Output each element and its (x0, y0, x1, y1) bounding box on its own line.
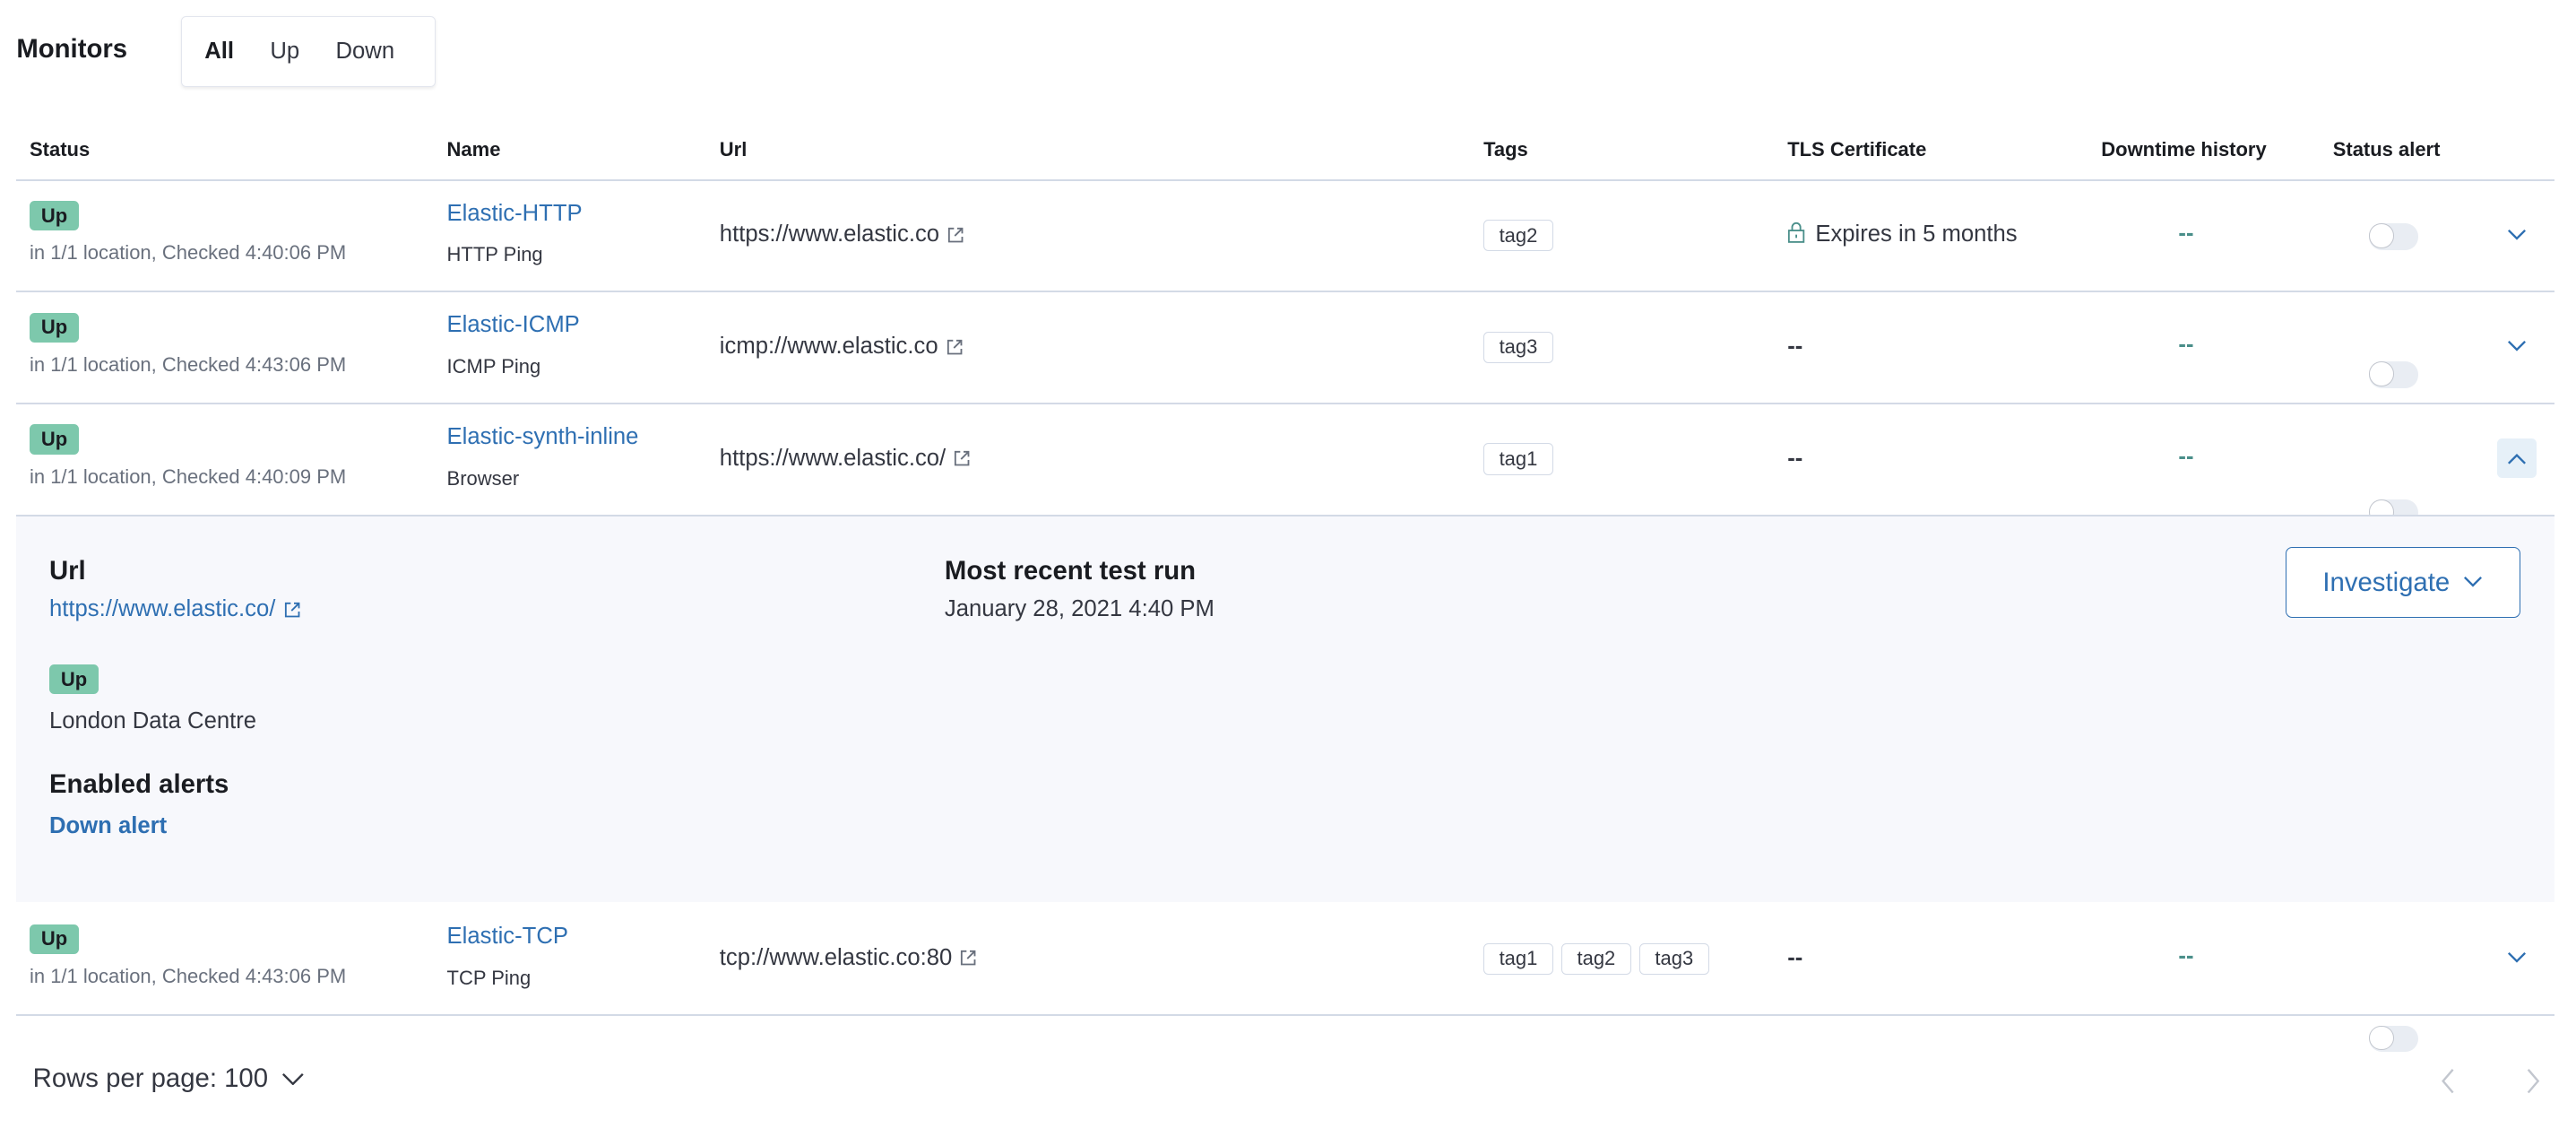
downtime-history: -- (2178, 443, 2194, 469)
monitor-url-link[interactable]: tcp://www.elastic.co:80 (720, 945, 977, 971)
tls-value: -- (1787, 334, 1803, 360)
status-location: in 1/1 location, Checked 4:43:06 PM (29, 353, 347, 377)
tag-badge[interactable]: tag2 (1483, 220, 1553, 252)
tls-value: -- (1787, 944, 1803, 970)
tag-badge[interactable]: tag2 (1561, 942, 1631, 975)
down-alert-link[interactable]: Down alert (48, 813, 168, 839)
status-location: in 1/1 location, Checked 4:43:06 PM (29, 964, 347, 987)
divider (16, 178, 2555, 181)
rows-per-page-label: Rows per page: 100 (32, 1063, 269, 1093)
expanded-url-text: https://www.elastic.co/ (48, 596, 276, 622)
tls-value: -- (1787, 445, 1803, 471)
tls-cell: -- (1787, 334, 1802, 360)
tag-badge[interactable]: tag1 (1483, 443, 1553, 475)
expand-row-button[interactable] (2497, 215, 2537, 255)
col-tls: TLS Certificate (1787, 137, 1927, 161)
chevron-down-icon (2507, 341, 2526, 352)
expanded-url-label: Url (48, 555, 86, 586)
monitor-name-link[interactable]: Elastic-HTTP (446, 200, 583, 226)
external-link-icon (961, 950, 976, 966)
filter-all[interactable]: All (204, 39, 235, 65)
downtime-history: -- (2178, 943, 2194, 969)
status-badge: Up (29, 201, 79, 231)
col-tags: Tags (1483, 137, 1528, 161)
col-downtime: Downtime history (2101, 137, 2267, 161)
tags-cell: tag1 (1483, 442, 1561, 475)
status-alert-toggle[interactable] (2369, 223, 2419, 250)
downtime-history: -- (2178, 220, 2194, 246)
monitor-url-link[interactable]: icmp://www.elastic.co (720, 334, 963, 360)
status-location: in 1/1 location, Checked 4:40:09 PM (29, 464, 347, 488)
downtime-history: -- (2178, 332, 2194, 358)
divider (16, 514, 2555, 516)
divider (16, 291, 2555, 293)
status-alert-toggle[interactable] (2369, 361, 2419, 388)
col-status-alert: Status alert (2332, 137, 2441, 161)
tags-cell: tag2 (1483, 219, 1561, 252)
expanded-url-link[interactable]: https://www.elastic.co/ (49, 596, 300, 622)
external-link-icon (284, 602, 299, 618)
expand-row-button[interactable] (2497, 939, 2537, 978)
tags-cell: tag3 (1483, 330, 1561, 364)
external-link-icon (947, 339, 963, 354)
tag-badge[interactable]: tag3 (1638, 942, 1709, 975)
expand-row-button[interactable] (2497, 327, 2537, 367)
external-link-icon (948, 227, 964, 243)
status-badge: Up (29, 424, 79, 455)
next-page-button[interactable] (2525, 1068, 2541, 1094)
chevron-down-icon (281, 1072, 304, 1086)
monitor-name-link[interactable]: Elastic-ICMP (446, 312, 580, 338)
chevron-down-icon (2463, 577, 2482, 588)
tag-badge[interactable]: tag3 (1483, 331, 1553, 364)
prev-page-button[interactable] (2440, 1068, 2456, 1094)
lock-icon (1788, 222, 1805, 244)
monitor-name-link[interactable]: Elastic-synth-inline (446, 423, 639, 449)
tag-badge[interactable]: tag1 (1483, 942, 1553, 975)
filter-up[interactable]: Up (270, 39, 300, 65)
enabled-alerts-label: Enabled alerts (48, 768, 229, 799)
col-name: Name (446, 137, 501, 161)
rows-per-page-select[interactable]: Rows per page: 100 (33, 1063, 305, 1094)
monitor-type: TCP Ping (446, 966, 532, 989)
monitor-type: Browser (446, 466, 520, 490)
external-link-icon (955, 451, 970, 466)
monitor-url: https://www.elastic.co/ (719, 445, 947, 471)
monitor-url-link[interactable]: https://www.elastic.co (720, 221, 964, 247)
tls-cell: Expires in 5 months (1787, 221, 2018, 247)
page-title: Monitors (16, 34, 128, 65)
status-badge: Up (29, 924, 79, 954)
status-badge: Up (29, 312, 79, 343)
filter-down[interactable]: Down (335, 39, 395, 65)
expand-row-button[interactable] (2497, 438, 2537, 479)
tls-value: Expires in 5 months (1815, 221, 2018, 247)
status-filter-group: All Up Down (180, 16, 436, 88)
monitor-url: https://www.elastic.co (719, 221, 940, 247)
monitor-url: icmp://www.elastic.co (719, 334, 938, 360)
monitor-name-link[interactable]: Elastic-TCP (446, 924, 568, 950)
investigate-button[interactable]: Investigate (2285, 547, 2520, 619)
divider (16, 1013, 2555, 1016)
status-location: in 1/1 location, Checked 4:40:06 PM (29, 241, 347, 265)
status-alert-toggle[interactable] (2369, 1025, 2419, 1052)
tls-cell: -- (1787, 945, 1802, 971)
col-status: Status (29, 137, 91, 161)
recent-run-label: Most recent test run (944, 555, 1197, 586)
tags-cell: tag1 tag2 tag3 (1483, 942, 1717, 975)
expanded-location: London Data Centre (48, 707, 257, 733)
chevron-down-icon (2507, 229, 2526, 240)
chevron-up-icon (2507, 454, 2526, 464)
recent-run-value: January 28, 2021 4:40 PM (944, 596, 1215, 622)
expanded-row-panel: Url https://www.elastic.co/ Up London Da… (16, 516, 2555, 903)
divider (16, 403, 2555, 404)
monitor-url-link[interactable]: https://www.elastic.co/ (720, 446, 971, 472)
expanded-status-badge: Up (48, 664, 99, 695)
monitor-type: ICMP Ping (446, 354, 541, 378)
tls-cell: -- (1787, 446, 1802, 472)
chevron-down-icon (2507, 952, 2526, 963)
col-url: Url (719, 137, 748, 161)
monitor-url: tcp://www.elastic.co:80 (719, 944, 953, 970)
monitor-type: HTTP Ping (446, 243, 543, 266)
investigate-label: Investigate (2322, 567, 2451, 597)
